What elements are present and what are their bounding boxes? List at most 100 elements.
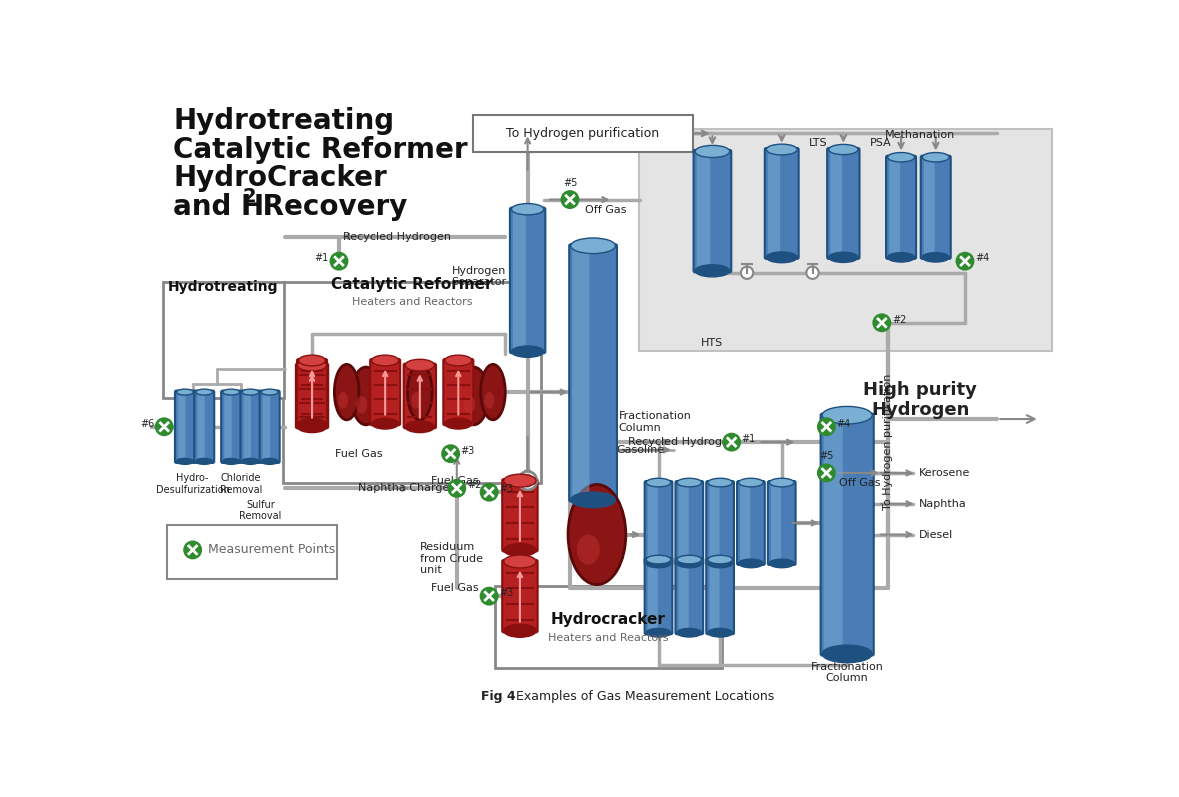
Text: Off Gas: Off Gas <box>839 478 881 488</box>
Text: Fractionation
Column: Fractionation Column <box>811 662 883 683</box>
FancyBboxPatch shape <box>224 395 232 458</box>
Text: HydroCracker: HydroCracker <box>173 164 387 192</box>
Circle shape <box>874 315 889 331</box>
Ellipse shape <box>297 421 327 433</box>
Text: Hydrotreating: Hydrotreating <box>173 107 395 135</box>
Text: Gasoline: Gasoline <box>617 445 665 455</box>
FancyBboxPatch shape <box>887 155 916 259</box>
Text: Off Gas: Off Gas <box>585 205 627 214</box>
Ellipse shape <box>922 253 949 262</box>
Text: #4: #4 <box>836 418 850 429</box>
Circle shape <box>818 419 834 434</box>
Text: Recycled Hydrogen: Recycled Hydrogen <box>343 232 450 241</box>
Text: #2: #2 <box>891 315 907 324</box>
Ellipse shape <box>646 628 671 637</box>
Ellipse shape <box>770 478 793 487</box>
Ellipse shape <box>298 418 325 429</box>
Ellipse shape <box>335 364 358 420</box>
Circle shape <box>957 253 973 269</box>
Text: Diesel: Diesel <box>918 529 953 540</box>
Text: #2: #2 <box>467 481 481 490</box>
Ellipse shape <box>242 458 259 465</box>
Text: To Hydrogen purification: To Hydrogen purification <box>883 374 893 510</box>
Ellipse shape <box>223 458 239 465</box>
Ellipse shape <box>196 458 212 465</box>
Circle shape <box>481 588 496 604</box>
Ellipse shape <box>485 392 494 409</box>
Text: Examples of Gas Measurement Locations: Examples of Gas Measurement Locations <box>508 689 775 703</box>
FancyBboxPatch shape <box>706 481 735 565</box>
FancyBboxPatch shape <box>473 115 693 152</box>
Text: PSA: PSA <box>870 138 893 148</box>
FancyBboxPatch shape <box>645 558 672 634</box>
FancyBboxPatch shape <box>639 129 1052 351</box>
FancyBboxPatch shape <box>679 563 689 630</box>
FancyBboxPatch shape <box>921 155 950 259</box>
Circle shape <box>185 542 200 558</box>
Text: Heaters and Reactors: Heaters and Reactors <box>548 634 668 643</box>
FancyBboxPatch shape <box>195 391 215 463</box>
Ellipse shape <box>766 252 797 263</box>
Text: High purity
Hydrogen: High purity Hydrogen <box>863 380 977 419</box>
Text: Naphtha: Naphtha <box>918 499 967 508</box>
Ellipse shape <box>677 556 702 563</box>
FancyBboxPatch shape <box>222 391 242 463</box>
FancyBboxPatch shape <box>494 586 723 668</box>
Ellipse shape <box>503 544 536 556</box>
FancyBboxPatch shape <box>241 391 261 463</box>
Ellipse shape <box>707 478 732 487</box>
Text: Kerosene: Kerosene <box>918 468 970 478</box>
Ellipse shape <box>571 238 615 253</box>
FancyBboxPatch shape <box>645 481 672 565</box>
Ellipse shape <box>196 389 212 395</box>
Ellipse shape <box>408 364 433 420</box>
FancyBboxPatch shape <box>443 359 473 426</box>
Ellipse shape <box>503 474 536 487</box>
Ellipse shape <box>707 559 732 567</box>
FancyBboxPatch shape <box>697 155 710 268</box>
FancyBboxPatch shape <box>924 160 935 254</box>
Text: #3: #3 <box>461 446 475 456</box>
Ellipse shape <box>829 252 858 262</box>
Ellipse shape <box>829 144 858 155</box>
FancyBboxPatch shape <box>647 563 658 630</box>
Ellipse shape <box>223 389 239 395</box>
Circle shape <box>818 465 834 481</box>
Text: #4: #4 <box>975 253 989 263</box>
FancyBboxPatch shape <box>174 391 195 463</box>
Ellipse shape <box>696 265 730 277</box>
FancyBboxPatch shape <box>676 558 703 634</box>
Text: Methanation: Methanation <box>885 130 955 140</box>
Text: Sulfur
Removal: Sulfur Removal <box>239 500 282 521</box>
Text: LTS: LTS <box>809 138 828 148</box>
FancyBboxPatch shape <box>676 481 703 565</box>
Ellipse shape <box>888 253 915 262</box>
Ellipse shape <box>262 458 278 465</box>
Ellipse shape <box>177 389 193 395</box>
FancyBboxPatch shape <box>706 558 735 634</box>
Text: Measurement Points: Measurement Points <box>208 544 335 556</box>
Ellipse shape <box>406 359 434 371</box>
FancyBboxPatch shape <box>167 524 337 579</box>
Ellipse shape <box>371 418 399 429</box>
FancyBboxPatch shape <box>768 152 780 254</box>
FancyBboxPatch shape <box>509 208 546 353</box>
FancyBboxPatch shape <box>296 363 328 428</box>
Ellipse shape <box>677 559 702 567</box>
FancyBboxPatch shape <box>244 395 251 458</box>
Ellipse shape <box>444 355 472 366</box>
FancyBboxPatch shape <box>828 148 859 259</box>
Ellipse shape <box>707 556 732 563</box>
FancyBboxPatch shape <box>283 282 541 483</box>
FancyBboxPatch shape <box>572 249 590 497</box>
Circle shape <box>157 419 172 434</box>
FancyBboxPatch shape <box>403 363 436 428</box>
Ellipse shape <box>707 628 732 637</box>
Text: Hydro-
Desulfurization: Hydro- Desulfurization <box>156 473 230 495</box>
FancyBboxPatch shape <box>768 481 796 565</box>
Ellipse shape <box>738 478 763 487</box>
Text: Fuel Gas: Fuel Gas <box>432 476 479 485</box>
FancyBboxPatch shape <box>502 560 538 632</box>
FancyBboxPatch shape <box>164 282 283 398</box>
Circle shape <box>740 266 753 279</box>
